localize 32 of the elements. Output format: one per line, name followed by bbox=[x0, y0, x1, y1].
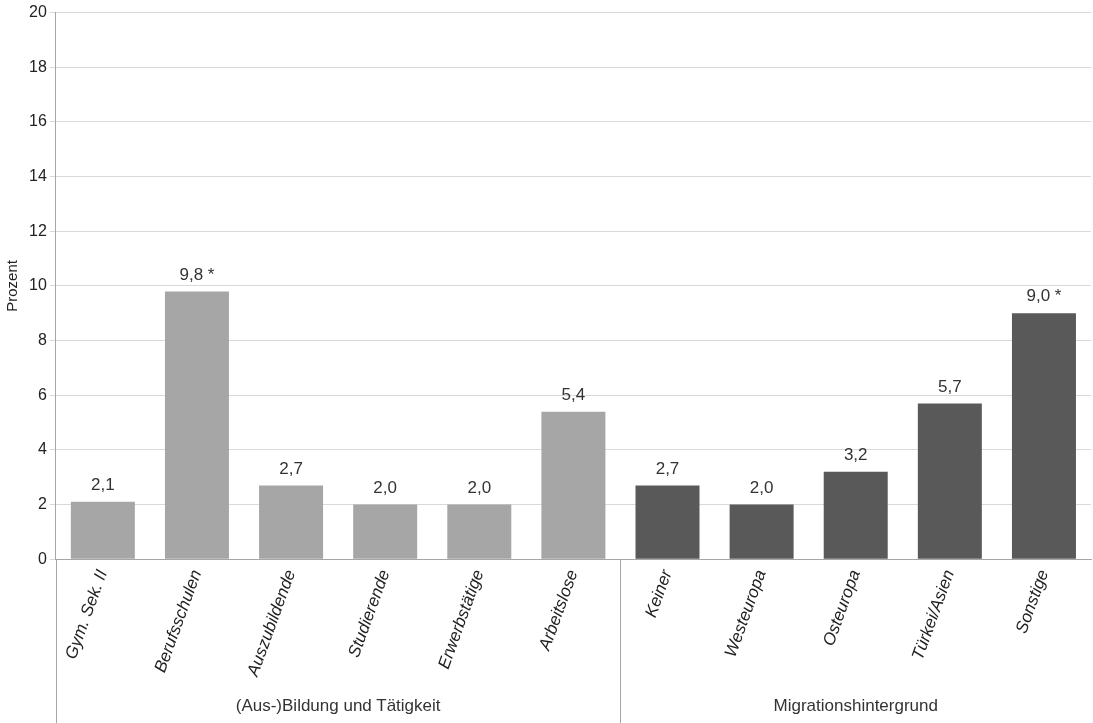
bar bbox=[917, 403, 982, 559]
data-label: 9,0 * bbox=[1026, 286, 1062, 306]
text: Migrationshintergrund bbox=[773, 696, 938, 716]
y-tick-label: 14 bbox=[29, 166, 47, 184]
data-label: 9,8 * bbox=[179, 264, 215, 284]
y-tick-label: 18 bbox=[29, 57, 47, 75]
y-axis-title: Prozent bbox=[3, 259, 21, 312]
y-tick-label: 8 bbox=[37, 330, 47, 348]
data-label: 2,0 bbox=[467, 477, 492, 497]
y-tick-label: 4 bbox=[37, 440, 47, 458]
bar bbox=[635, 485, 700, 559]
data-label: 2,1 bbox=[91, 475, 115, 495]
data-label: 5,4 bbox=[561, 384, 586, 404]
data-label: 5,7 bbox=[938, 376, 962, 396]
bar bbox=[729, 504, 794, 559]
x-tick-label: Gym. Sek. II bbox=[61, 566, 112, 662]
bar bbox=[1011, 313, 1076, 559]
data-label: 2,0 bbox=[749, 477, 774, 497]
y-tick-label: 6 bbox=[37, 385, 47, 403]
data-label: 2,7 bbox=[655, 458, 680, 478]
y-tick-label: 20 bbox=[29, 3, 47, 21]
y-tick-label: 0 bbox=[37, 549, 47, 567]
text: (Aus-)Bildung und Tätigkeit bbox=[235, 696, 441, 716]
y-tick-label: 12 bbox=[29, 221, 47, 239]
y-tick-label: 16 bbox=[29, 112, 47, 130]
data-label: 2,7 bbox=[279, 458, 303, 478]
y-tick-label: 10 bbox=[29, 276, 47, 294]
data-label: 2,0 bbox=[373, 477, 397, 497]
y-tick-label: 2 bbox=[37, 494, 47, 512]
x-tick-label: Keiner bbox=[641, 565, 677, 620]
data-label: 3,2 bbox=[843, 444, 868, 464]
bar bbox=[823, 471, 888, 559]
